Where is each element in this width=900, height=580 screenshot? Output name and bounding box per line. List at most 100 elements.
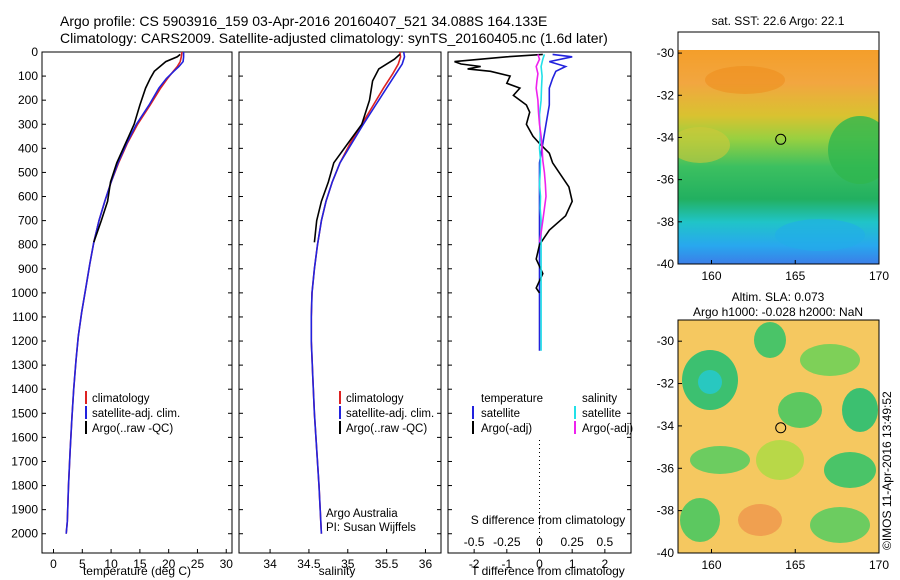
sst-map-image [678,50,879,264]
sst-map-title: sat. SST: 22.6 Argo: 22.1 [712,14,845,28]
temperature-panel-frame [41,51,233,554]
sst-lat-tick-label: -38 [657,215,675,229]
sst-lat-tick-label: -30 [657,46,675,60]
sla-lat-tick-label: -34 [657,419,675,433]
difference-x-tick-label: 2 [602,557,609,571]
difference-series-satellite [538,54,546,351]
title-line-1: Argo profile: CS 5903916_159 03-Apr-2016… [60,13,547,29]
difference-series-argo-adj [454,53,574,294]
temperature-x-tick-label: 15 [133,557,147,571]
legend-label-satellite-adj: satellite-adj. clim. [346,408,434,420]
sla-lat-tick-label: -30 [657,334,675,348]
legend-title-salinity: salinity [582,393,617,405]
salinity-series-climatology [310,51,402,534]
difference-series-argo-adj [535,54,547,243]
temperature-series-satellite-adj-clim [65,52,185,534]
sla-map-axes: 160 165 170 -30 -32 -34 -36 -38 -40 [657,334,890,572]
sla-map-image [678,320,879,553]
sla-lat-tick-label: -36 [657,461,675,475]
difference-top-tick-label: 0.5 [597,535,614,549]
depth-tick-label: 400 [18,141,38,155]
depth-tick-label: 200 [18,93,38,107]
sla-map-frame [677,319,880,554]
sla-map-title: Altim. SLA: 0.073 [732,290,825,304]
depth-tick-label: 100 [18,69,38,83]
salinity-x-tick-label: 35.5 [375,557,399,571]
temperature-series-climatology [65,51,183,534]
temperature-x-tick-label: 30 [220,557,234,571]
depth-tick-label: 1200 [11,334,38,348]
temperature-x-tick-label: 0 [50,557,57,571]
salinity-x-tick-label: 35 [341,557,355,571]
difference-top-tick-label: -0.25 [493,535,521,549]
sst-lon-tick-label: 165 [785,269,805,283]
temperature-x-label: temperature (deg C) [83,564,191,578]
difference-series-satellite [538,53,573,351]
difference-x-tick-label: 1 [569,557,576,571]
salinity-profile-lines [310,51,406,534]
difference-x-tick-label: -2 [469,557,480,571]
temperature-x-tick-label: 10 [104,557,118,571]
sla-argo-location-marker [775,422,787,434]
depth-tick-label: 1500 [11,406,38,420]
difference-top-tick-label: 0 [536,535,543,549]
depth-axis-ticks: 0 100 200 300 400 500 600 700 800 900 1000 1100 1200… [11,45,46,541]
depth-tick-label: 900 [18,262,38,276]
sla-map-subtitle: Argo h1000: -0.028 h2000: NaN [693,305,863,319]
difference-x-axis: -2 -1 0 1 2 -0.5 -0.25 0 0.25 0.5 [448,51,631,571]
legend-label-s-satellite: satellite [582,408,621,420]
sla-lat-tick-label: -32 [657,377,675,391]
sla-lon-tick-label: 170 [869,558,889,572]
temperature-profile-lines [65,51,185,534]
sst-lat-tick-label: -34 [657,130,675,144]
sla-lat-tick-label: -40 [657,546,675,560]
sla-lat-tick-label: -38 [657,504,675,518]
depth-tick-label: 1800 [11,479,38,493]
difference-legend: temperature salinity satellite Argo(-adj… [472,393,633,435]
temperature-x-tick-label: 25 [191,557,205,571]
salinity-series-argo-raw-qc [313,53,401,243]
legend-label-climatology: climatology [346,393,404,405]
difference-profile-lines [454,53,574,351]
depth-tick-label: 1100 [12,310,38,324]
legend-title-temperature: temperature [481,393,543,405]
legend-label-argo: Argo(..raw -QC) [346,423,427,435]
depth-tick-label: 1400 [11,382,38,396]
legend-label-satellite-adj: satellite-adj. clim. [92,408,180,420]
temperature-x-tick-label: 20 [162,557,176,571]
sla-lon-tick-label: 160 [701,558,721,572]
depth-tick-label: 1000 [11,286,38,300]
difference-x-tick-label: 0 [536,557,543,571]
depth-tick-label: 800 [18,238,38,252]
depth-tick-label: 0 [31,45,38,59]
title-line-2: Climatology: CARS2009. Satellite-adjuste… [60,30,608,46]
depth-tick-label: 2000 [11,527,38,541]
depth-tick-label: 500 [18,165,38,179]
salinity-x-tick-label: 34 [263,557,277,571]
annotation-argo-australia: Argo Australia [326,508,398,520]
temperature-legend: climatology satellite-adj. clim. Argo(..… [85,391,180,435]
salinity-series-satellite-adj-clim [310,51,406,534]
sst-map-frame [677,31,880,265]
t-diff-x-label: T difference from climatology [471,564,625,578]
sst-lat-tick-label: -36 [657,173,675,187]
salinity-x-axis: 34 34.5 35 35.5 36 [239,51,441,571]
difference-top-tick-label: -0.5 [464,535,485,549]
sst-map-axes: 160 165 170 -30 -32 -34 -36 -38 -40 [657,46,890,283]
temperature-x-tick-label: 5 [79,557,86,571]
sst-argo-location-marker [775,133,787,145]
depth-tick-label: 1700 [11,454,38,468]
salinity-legend: climatology satellite-adj. clim. Argo(..… [339,391,434,435]
sst-lat-tick-label: -32 [657,88,675,102]
legend-label-climatology: climatology [92,393,150,405]
depth-tick-label: 1900 [11,503,38,517]
sst-lon-tick-label: 160 [701,269,721,283]
legend-label-t-satellite: satellite [481,408,520,420]
temperature-x-axis: 0 5 10 15 20 25 30 [50,51,234,571]
salinity-x-tick-label: 34.5 [297,557,321,571]
difference-top-tick-label: 0.25 [560,535,584,549]
temperature-series-argo-raw-qc [93,53,181,243]
sst-lon-tick-label: 170 [869,269,889,283]
salinity-x-tick-label: 36 [419,557,433,571]
